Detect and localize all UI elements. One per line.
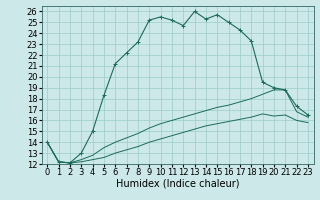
X-axis label: Humidex (Indice chaleur): Humidex (Indice chaleur) — [116, 179, 239, 189]
